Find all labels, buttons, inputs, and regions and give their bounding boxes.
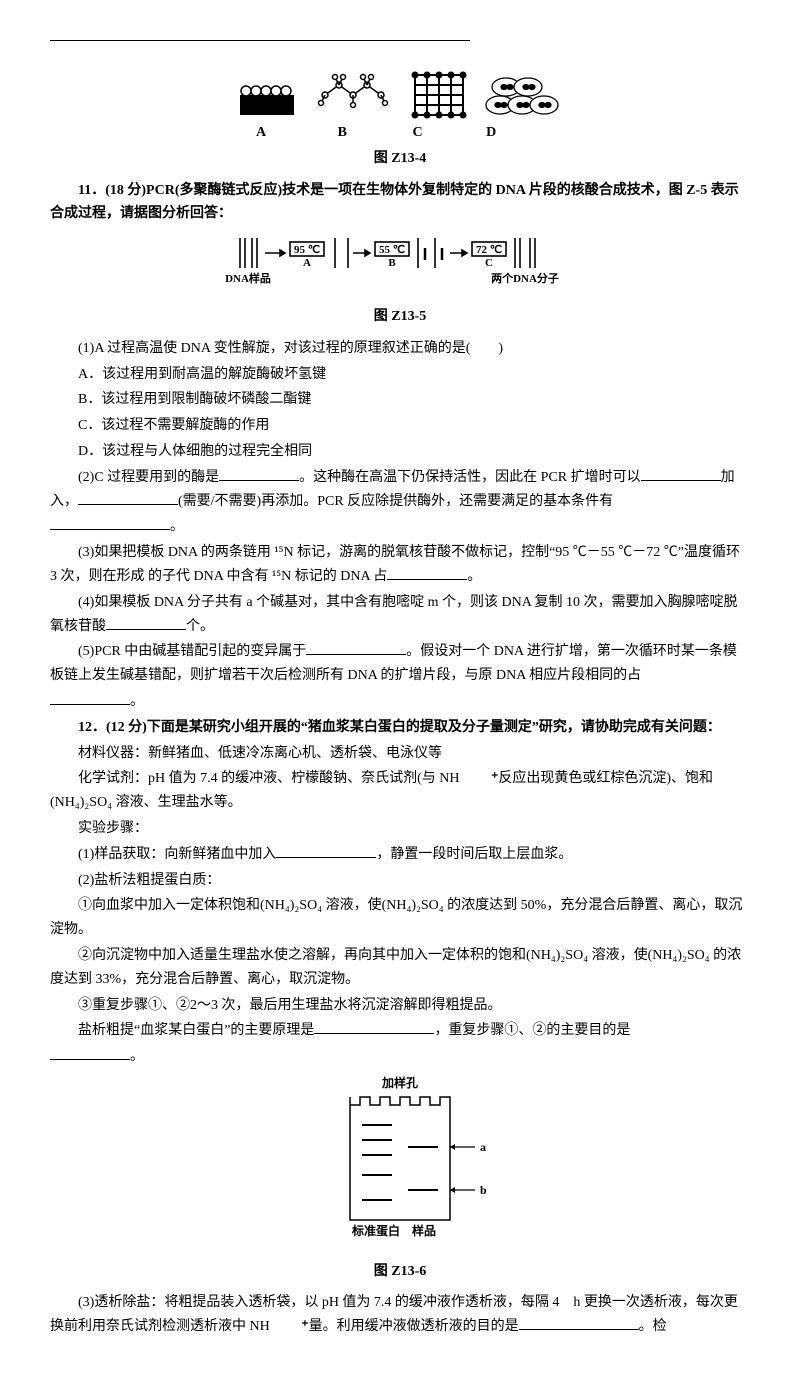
blank[interactable] bbox=[50, 1045, 130, 1060]
svg-text:DNA样品: DNA样品 bbox=[225, 271, 271, 285]
q11-p5c: 。 bbox=[130, 694, 144, 709]
q11-p2a: (2)C 过程要用到的酶是 bbox=[78, 470, 219, 485]
svg-text:A: A bbox=[303, 257, 311, 269]
blank[interactable] bbox=[519, 1315, 639, 1330]
q12-chem: 化学试剂：pH 值为 7.4 的缓冲液、柠檬酸钠、奈氏试剂(与 NH ⁺反应出现… bbox=[50, 767, 750, 815]
q12-s1b: ，静置一段时间后取上层血浆。 bbox=[376, 847, 572, 862]
q12-s2qa: 盐析粗提“血浆某白蛋白”的主要原理是 bbox=[78, 1023, 314, 1038]
svg-text:a: a bbox=[480, 1140, 486, 1154]
fig4-labels: A B C D bbox=[50, 121, 750, 145]
q11-p4: (4)如果模板 DNA 分子共有 a 个碱基对，其中含有胞嘧啶 m 个，则该 D… bbox=[50, 591, 750, 639]
q12-s2qc: 。 bbox=[130, 1049, 144, 1064]
svg-text:两个DNA分子: 两个DNA分子 bbox=[491, 271, 559, 285]
blank[interactable] bbox=[78, 490, 178, 505]
svg-text:标准蛋白: 标准蛋白 bbox=[351, 1223, 400, 1238]
figure-z13-5: 95 ℃ 55 ℃ 72 ℃ A B C DNA样品 两个DNA分子 bbox=[50, 230, 750, 301]
q11-p2e: 。 bbox=[170, 519, 184, 534]
q11-opt-c: C．该过程不需要解旋酶的作用 bbox=[50, 414, 750, 438]
q12-mat: 材料仪器：新鲜猪血、低速冷冻离心机、透析袋、电泳仪等 bbox=[50, 742, 750, 766]
q11-p2-tail: 。 bbox=[50, 515, 750, 539]
blank[interactable] bbox=[276, 843, 376, 858]
q11-p5a: (5)PCR 中由碱基错配引起的变异属于 bbox=[78, 644, 306, 659]
blank[interactable] bbox=[387, 565, 467, 580]
q11-p3b: 。 bbox=[467, 569, 481, 584]
svg-text:72 ℃: 72 ℃ bbox=[476, 244, 502, 256]
svg-text:95 ℃: 95 ℃ bbox=[294, 244, 320, 256]
q11-stem: 11．(18 分)PCR(多聚酶链式反应)技术是一项在生物体外复制特定的 DNA… bbox=[50, 179, 750, 227]
svg-text:样品: 样品 bbox=[412, 1223, 436, 1238]
blank[interactable] bbox=[219, 466, 299, 481]
svg-text:C: C bbox=[485, 257, 493, 269]
fig4-svg bbox=[230, 71, 570, 119]
q11-p4b: 个。 bbox=[186, 619, 214, 634]
q11-p3: (3)如果把模板 DNA 的两条链用 ¹⁵N 标记，游离的脱氧核苷酸不做标记，控… bbox=[50, 541, 750, 589]
q12-s3: (3)透析除盐：将粗提品装入透析袋，以 pH 值为 7.4 的缓冲液作透析液，每… bbox=[50, 1291, 750, 1339]
blank[interactable] bbox=[106, 615, 186, 630]
q12-s2qb: ，重复步骤①、②的主要目的是 bbox=[434, 1023, 630, 1038]
blank[interactable] bbox=[641, 466, 721, 481]
svg-text:加样孔: 加样孔 bbox=[381, 1075, 418, 1090]
blank[interactable] bbox=[50, 690, 130, 705]
q12-s2-q: 盐析粗提“血浆某白蛋白”的主要原理是 ，重复步骤①、②的主要目的是 bbox=[50, 1019, 750, 1043]
q12-s2-q-tail: 。 bbox=[50, 1045, 750, 1069]
q12-s2: (2)盐析法粗提蛋白质： bbox=[50, 869, 750, 893]
q11-p2b: 。这种酶在高温下仍保持活性，因此在 PCR 扩增时可以 bbox=[299, 470, 640, 485]
q11-opt-d: D．该过程与人体细胞的过程完全相同 bbox=[50, 440, 750, 464]
q11-p2d: (需要/不需要)再添加。PCR 反应除提供酶外，还需要满足的基本条件有 bbox=[178, 494, 613, 509]
q12-stem: 12．(12 分)下面是某研究小组开展的“猪血浆某白蛋白的提取及分子量测定”研究… bbox=[50, 716, 750, 740]
q12-s1: (1)样品获取：向新鲜猪血中加入 ，静置一段时间后取上层血浆。 bbox=[50, 843, 750, 867]
blank[interactable] bbox=[306, 640, 406, 655]
q11-p5: (5)PCR 中由碱基错配引起的变异属于。假设对一个 DNA 进行扩增，第一次循… bbox=[50, 640, 750, 688]
svg-text:B: B bbox=[388, 257, 396, 269]
q12-s3b: 。检 bbox=[639, 1319, 667, 1334]
fig6-caption: 图 Z13-6 bbox=[50, 1260, 750, 1284]
q12-s2-2: ②向沉淀物中加入适量生理盐水使之溶解，再向其中加入一定体积的饱和(NH₄)₂SO… bbox=[50, 944, 750, 992]
q12-steps-label: 实验步骤： bbox=[50, 817, 750, 841]
q11-p5-tail: 。 bbox=[50, 690, 750, 714]
page-header-rule bbox=[50, 40, 470, 41]
q12-s2-1: ①向血浆中加入一定体积饱和(NH₄)₂SO₄ 溶液，使(NH₄)₂SO₄ 的浓度… bbox=[50, 894, 750, 942]
q11-p2: (2)C 过程要用到的酶是 。这种酶在高温下仍保持活性，因此在 PCR 扩增时可以… bbox=[50, 466, 750, 514]
svg-text:55 ℃: 55 ℃ bbox=[379, 244, 405, 256]
q12-s2-3: ③重复步骤①、②2～3 次，最后用生理盐水将沉淀溶解即得粗提品。 bbox=[50, 994, 750, 1018]
fig5-caption: 图 Z13-5 bbox=[50, 305, 750, 329]
q11-opt-b: B．该过程用到限制酶破坏磷酸二酯键 bbox=[50, 388, 750, 412]
q12-chem-text: 化学试剂：pH 值为 7.4 的缓冲液、柠檬酸钠、奈氏试剂(与 NH ⁺反应出现… bbox=[50, 771, 713, 810]
blank[interactable] bbox=[50, 515, 170, 530]
q12-s1a: (1)样品获取：向新鲜猪血中加入 bbox=[78, 847, 276, 862]
figure-z13-4 bbox=[50, 71, 750, 119]
blank[interactable] bbox=[314, 1019, 434, 1034]
q11-p1: (1)A 过程高温使 DNA 变性解旋，对该过程的原理叙述正确的是( ) bbox=[50, 337, 750, 361]
q11-opt-a: A．该过程用到耐高温的解旋酶破坏氢键 bbox=[50, 363, 750, 387]
svg-text:b: b bbox=[480, 1183, 487, 1197]
figure-z13-6: 加样孔 a b 标准蛋白 样品 bbox=[50, 1075, 750, 1254]
fig4-caption: 图 Z13-4 bbox=[50, 147, 750, 171]
